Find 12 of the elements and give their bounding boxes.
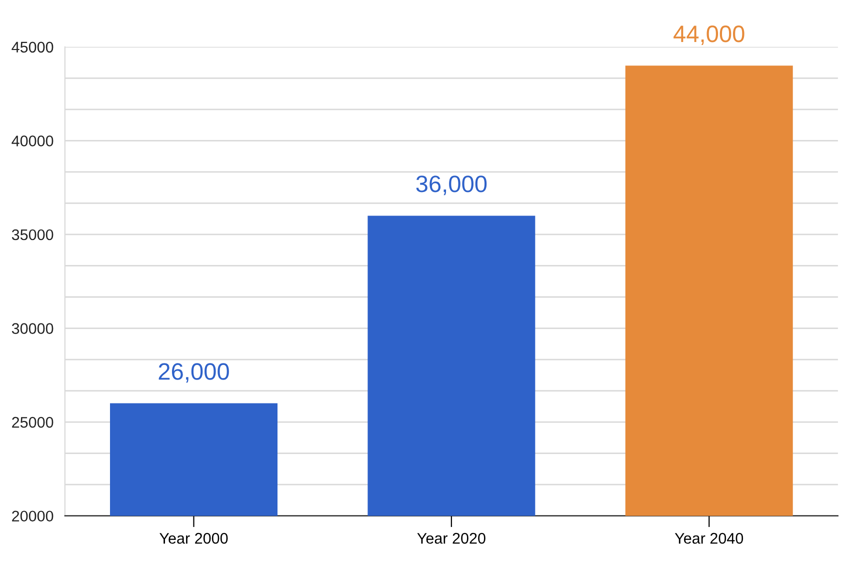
y-tick-label: 40000 (12, 136, 54, 146)
y-tick-label: 25000 (12, 416, 54, 428)
x-tick-label: Year 2040 (674, 532, 744, 544)
y-tick-label: 35000 (12, 229, 54, 240)
x-tick-label: Year 2000 (160, 532, 228, 544)
x-tick-label: Year 2020 (417, 532, 486, 544)
data-label: 26,000 (158, 363, 229, 383)
y-tick-label: 30000 (12, 323, 54, 334)
data-label: 44,000 (674, 26, 744, 46)
data-label: 36,000 (416, 176, 487, 196)
y-tick-label: 45000 (12, 42, 54, 53)
y-tick-label: 20000 (12, 510, 54, 522)
